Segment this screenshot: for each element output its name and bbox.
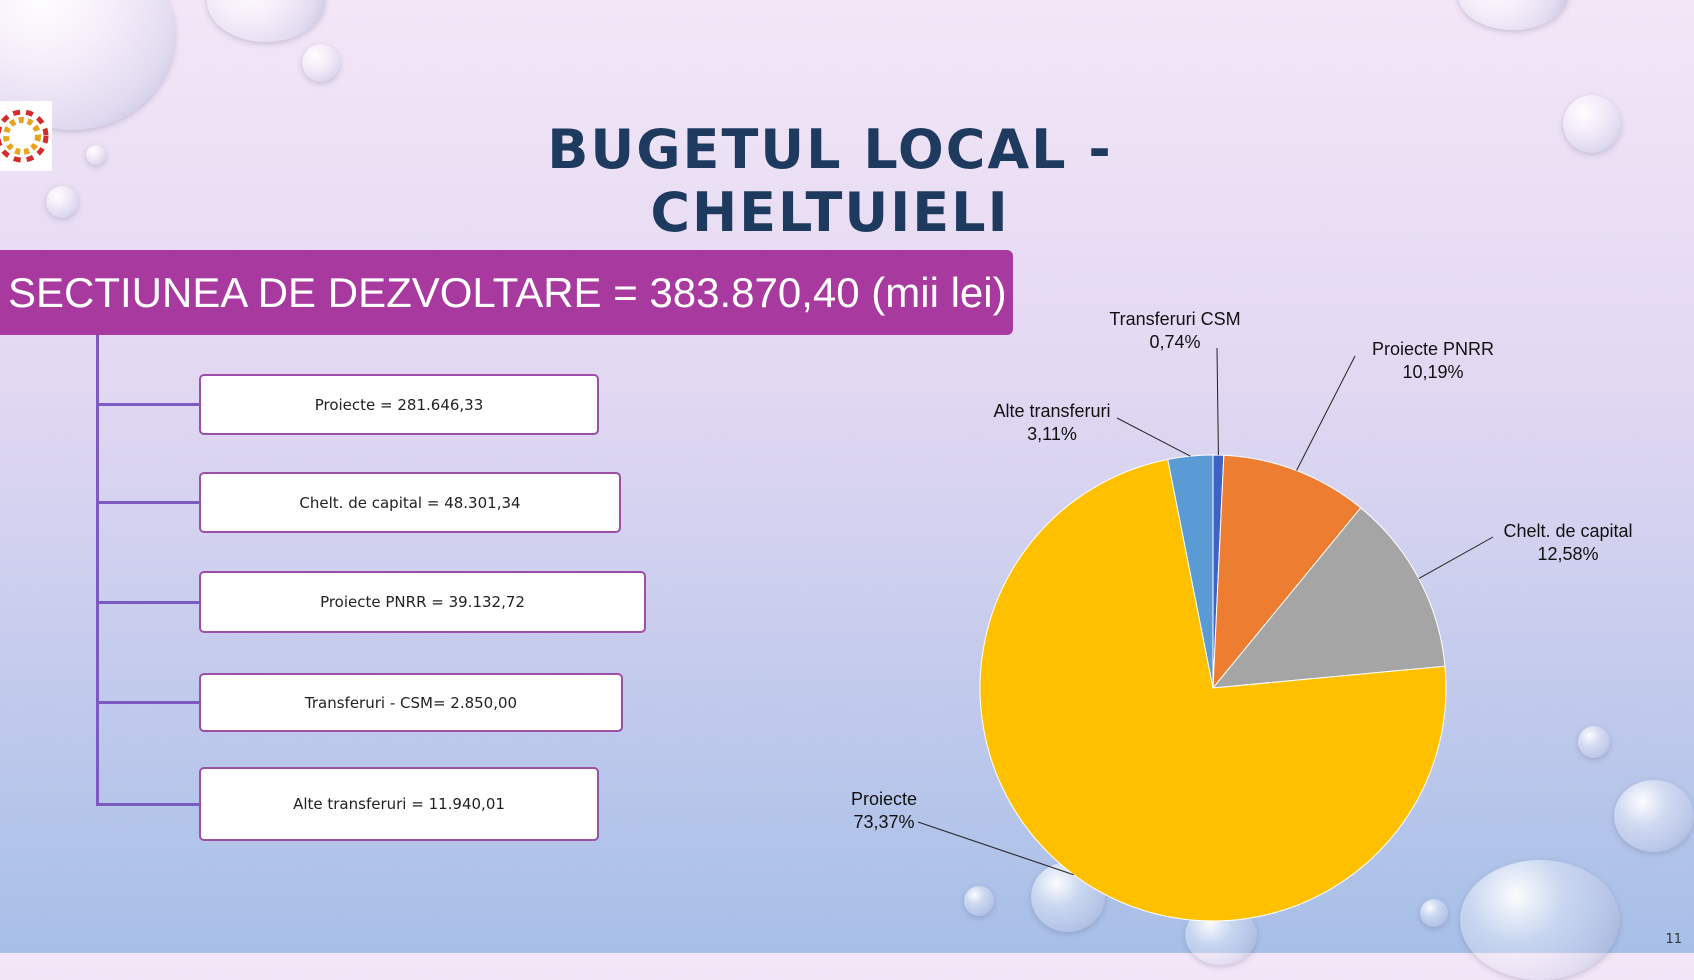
tree-item-proiecte: Proiecte = 281.646,33: [199, 374, 599, 435]
tree-item-transferuri-csm: Transferuri - CSM= 2.850,00: [199, 673, 623, 732]
pie-label-value: 0,74%: [1149, 332, 1200, 352]
bubble-decoration: [86, 145, 106, 165]
pie-leader-line: [1418, 536, 1494, 580]
bubble-decoration: [1578, 726, 1610, 758]
pie-leader-line: [1116, 417, 1191, 457]
pie-slice-proiecte-pnrr: [1212, 454, 1362, 690]
tree-connector: [96, 803, 200, 806]
section-banner: SECTIUNEA DE DEZVOLTARE = 383.870,40 (mi…: [0, 250, 1013, 335]
bubble-decoration: [1614, 780, 1694, 852]
pie-label-value: 73,37%: [853, 812, 914, 832]
pie-leader-line: [1296, 355, 1356, 471]
bubble-decoration: [964, 886, 994, 916]
bubble-decoration: [1420, 899, 1448, 927]
tree-item-alte-transferuri: Alte transferuri = 11.940,01: [199, 767, 599, 841]
tree-connector: [96, 701, 200, 704]
bubble-decoration: [302, 44, 340, 82]
tree-item-proiecte-pnrr: Proiecte PNRR = 39.132,72: [199, 571, 646, 633]
pie-slice-proiecte: [979, 458, 1447, 922]
pie-label-value: 10,19%: [1402, 362, 1463, 382]
tree-connector: [96, 601, 200, 604]
pie-slice-chelt-de-capital: [1211, 507, 1446, 689]
tree-connector: [96, 403, 200, 406]
tree-connector-vertical: [96, 335, 99, 805]
pie-label-name: Alte transferuri: [993, 401, 1110, 421]
bubble-decoration: [1563, 95, 1621, 153]
tree-item-chelt-capital: Chelt. de capital = 48.301,34: [199, 472, 621, 533]
pie-label-value: 12,58%: [1537, 544, 1598, 564]
pie-label-name: Proiecte: [851, 789, 917, 809]
pie-chart: Transferuri CSM 0,74% Proiecte PNRR 10,19% C…: [851, 309, 1633, 922]
pie-label-value: 3,11%: [1027, 424, 1077, 444]
pie-label-name: Proiecte PNRR: [1372, 339, 1494, 359]
logo: [0, 101, 52, 171]
pie-leader-line: [917, 821, 1074, 876]
pie-leader-line: [1216, 347, 1219, 456]
pie-label-name: Transferuri CSM: [1109, 309, 1240, 329]
tree-connector: [96, 501, 200, 504]
bubble-decoration: [46, 186, 78, 218]
page-number: 11: [1665, 932, 1682, 947]
page-title: BUGETUL LOCAL - CHELTUIELI: [547, 118, 1113, 244]
logo-icon: [0, 109, 49, 163]
pie-label-name: Chelt. de capital: [1503, 521, 1632, 541]
